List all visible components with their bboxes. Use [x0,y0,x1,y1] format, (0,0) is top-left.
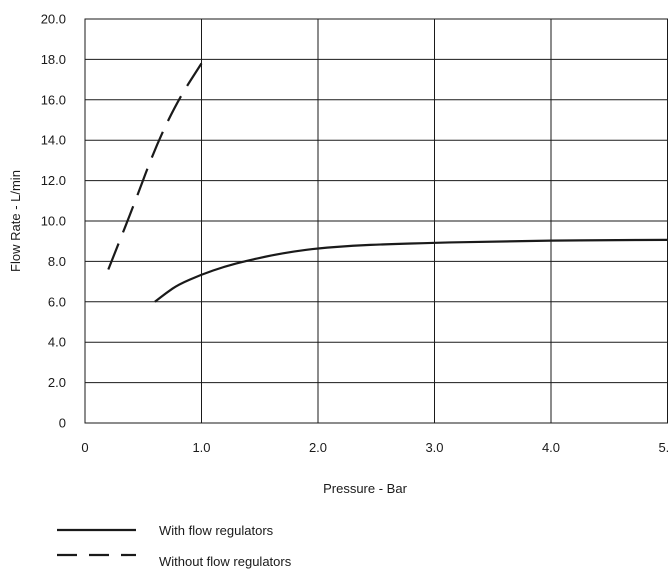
y-tick-label: 2.0 [48,375,66,390]
x-tick-label: 0 [81,440,88,455]
y-tick-label: 0 [59,416,66,431]
x-tick-label: 2.0 [309,440,327,455]
y-tick-label: 14.0 [41,133,66,148]
legend-label-with-regulators: With flow regulators [159,523,274,538]
y-axis-title: Flow Rate - L/min [8,170,23,272]
x-tick-label: 5.0 [658,440,668,455]
legend: With flow regulators Without flow regula… [57,523,292,569]
y-tick-label: 6.0 [48,294,66,309]
x-axis-title: Pressure - Bar [323,481,407,496]
y-tick-label: 4.0 [48,335,66,350]
y-tick-label: 18.0 [41,52,66,67]
y-tick-labels: 0 2.0 4.0 6.0 8.0 10.0 12.0 14.0 16.0 18.0 20.0 [41,12,66,431]
y-tick-label: 20.0 [41,12,66,27]
series-layer [107,62,668,303]
x-tick-label: 4.0 [542,440,560,455]
x-tick-labels: 0 1.0 2.0 3.0 4.0 5.0 [81,440,668,455]
series-with-regulators-line [154,238,668,303]
legend-label-without-regulators: Without flow regulators [159,554,292,569]
y-tick-label: 16.0 [41,92,66,107]
y-tick-label: 8.0 [48,254,66,269]
y-tick-label: 10.0 [41,214,66,229]
series-without-regulators-line [107,62,203,270]
grid-layer [85,19,668,423]
y-tick-label: 12.0 [41,173,66,188]
x-tick-label: 3.0 [425,440,443,455]
x-tick-label: 1.0 [192,440,210,455]
plot-frame [84,18,668,424]
